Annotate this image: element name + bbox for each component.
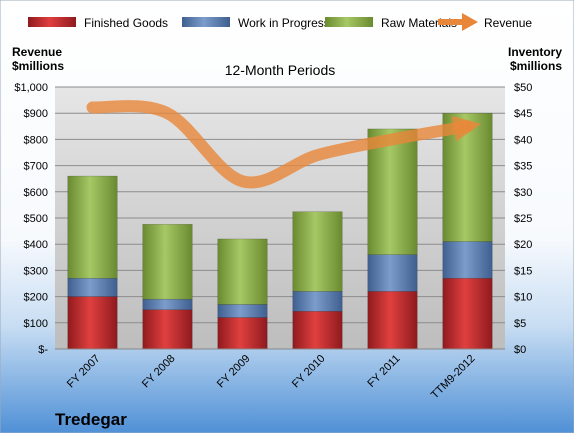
bar-raw-materials	[217, 238, 268, 305]
bar-raw-materials	[142, 223, 193, 300]
bar-raw-materials	[367, 128, 418, 255]
right-tick-label: $15	[514, 265, 532, 277]
inventory-bars	[67, 112, 493, 350]
legend-label-revenue: Revenue	[484, 16, 532, 30]
legend-swatch-raw-materials	[325, 17, 373, 27]
left-tick-label: $100	[24, 318, 48, 330]
revenue-layer	[86, 100, 482, 189]
legend-swatch-work-in-progress	[182, 17, 230, 27]
left-tick-label: $1,000	[14, 82, 48, 94]
left-tick-label: $500	[24, 213, 48, 225]
right-tick-label: $25	[514, 213, 532, 225]
bar-finished-goods	[142, 309, 193, 350]
legend: Finished Goods Work in Progress Raw Mate…	[28, 13, 532, 31]
left-axis-title-line2: $millions	[12, 59, 64, 73]
bar-finished-goods	[292, 310, 343, 350]
legend-label-work-in-progress: Work in Progress	[238, 16, 330, 30]
left-axis-ticks: $- $100 $200 $300 $400 $500 $600 $700 $800 $900 $1…	[14, 82, 48, 356]
left-tick-label: $-	[38, 344, 48, 356]
bar-work-in-progress	[367, 254, 418, 292]
right-tick-label: $10	[514, 292, 532, 304]
legend-item-finished-goods: Finished Goods	[28, 16, 168, 30]
legend-item-work-in-progress: Work in Progress	[182, 16, 330, 30]
revenue-line	[86, 100, 482, 189]
left-tick-label: $300	[24, 265, 48, 277]
left-tick-label: $600	[24, 187, 48, 199]
bar-work-in-progress	[217, 304, 268, 318]
legend-swatch-finished-goods	[28, 17, 76, 27]
chart-subtitle: 12-Month Periods	[225, 62, 336, 78]
left-axis-title-line1: Revenue	[12, 45, 62, 59]
right-tick-label: $5	[514, 318, 526, 330]
legend-revenue-arrow-icon	[462, 13, 478, 31]
bar-finished-goods	[367, 291, 418, 350]
bar-finished-goods	[67, 296, 118, 350]
bar-raw-materials	[67, 175, 118, 279]
left-tick-label: $700	[24, 161, 48, 173]
bar-work-in-progress	[442, 241, 493, 279]
left-tick-label: $200	[24, 292, 48, 304]
bar-work-in-progress	[292, 291, 343, 312]
gridlines	[55, 86, 505, 324]
left-tick-label: $800	[24, 134, 48, 146]
legend-label-finished-goods: Finished Goods	[84, 16, 168, 30]
right-axis-ticks: $0 $5 $10 $15 $20 $25 $30 $35 $40 $45 $50	[514, 82, 532, 356]
right-tick-label: $20	[514, 239, 532, 251]
legend-item-revenue: Revenue	[438, 13, 532, 31]
left-tick-label: $400	[24, 239, 48, 251]
bar-finished-goods	[442, 277, 493, 350]
right-tick-label: $50	[514, 82, 532, 94]
right-tick-label: $40	[514, 134, 532, 146]
left-tick-label: $900	[24, 108, 48, 120]
right-tick-label: $35	[514, 161, 532, 173]
bar-raw-materials	[292, 211, 343, 292]
company-name: Tredegar	[55, 410, 127, 429]
right-tick-label: $0	[514, 344, 526, 356]
right-tick-label: $30	[514, 187, 532, 199]
bar-work-in-progress	[67, 277, 118, 297]
right-axis-title-line1: Inventory	[508, 45, 562, 59]
bar-finished-goods	[217, 317, 268, 350]
right-axis-title-line2: $millions	[510, 59, 562, 73]
right-tick-label: $45	[514, 108, 532, 120]
bar-work-in-progress	[142, 298, 193, 311]
